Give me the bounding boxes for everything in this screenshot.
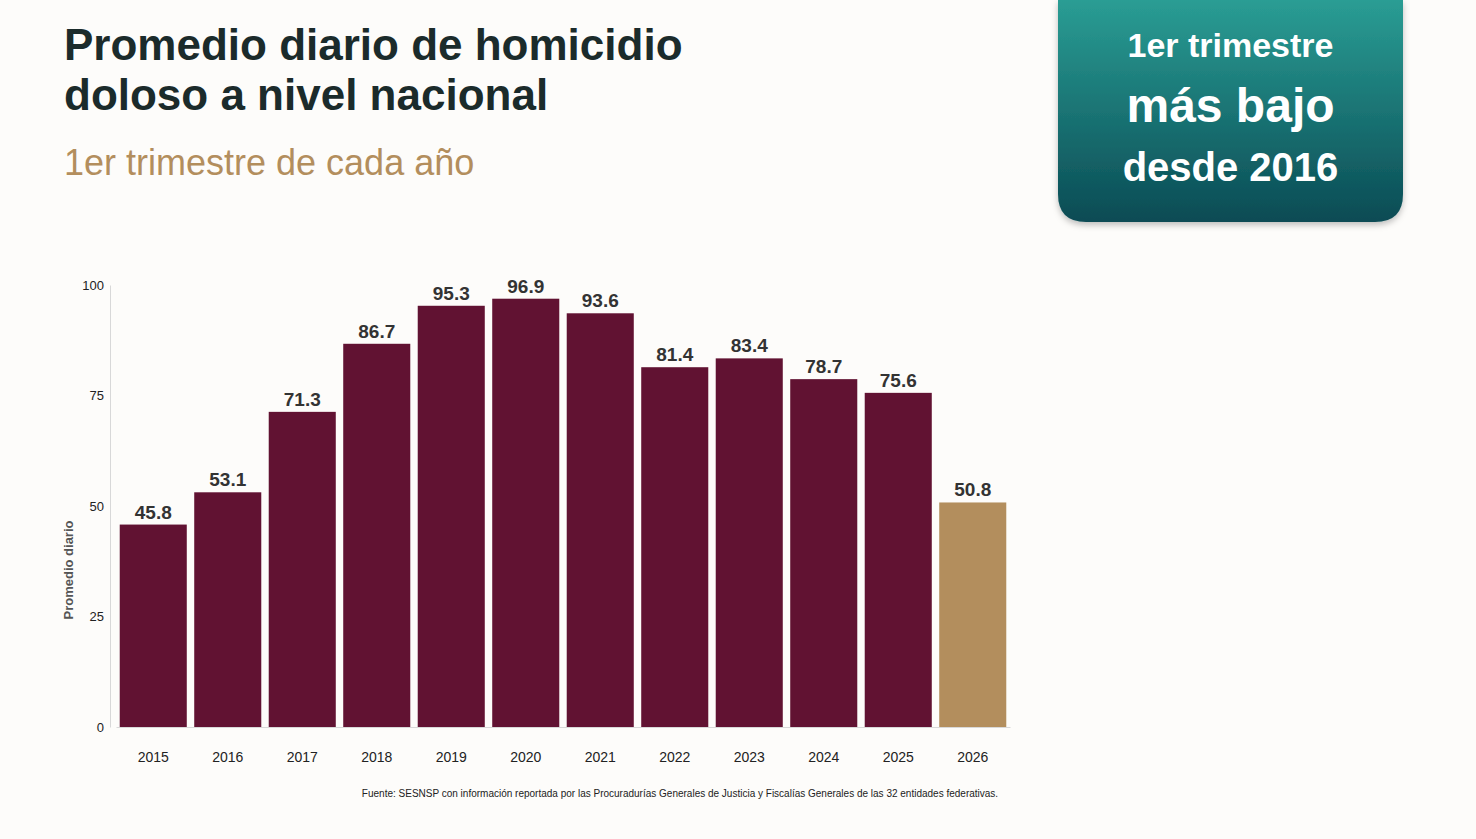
y-tick-label: 100 [82, 278, 104, 293]
y-tick: 25 [90, 609, 110, 624]
x-tick-label: 2018 [361, 749, 392, 765]
bar [120, 525, 187, 727]
data-label: 81.4 [656, 344, 693, 365]
data-label: 96.9 [507, 276, 544, 297]
data-labels: 45.8 53.1 71.3 86.7 95.3 96.9 93.6 81.4 83.4 78.7… [135, 276, 991, 523]
x-tick: 2026 [957, 727, 988, 765]
x-tick-label: 2026 [957, 749, 988, 765]
source-note: Fuente: SESNSP con información reportada… [362, 788, 998, 799]
x-tick: 2024 [808, 727, 839, 765]
x-tick: 2023 [734, 727, 765, 765]
bar [641, 367, 708, 727]
data-label: 86.7 [358, 321, 395, 342]
badge: 1er trimestre más bajo desde 2016 [1058, 0, 1403, 222]
y-tick-label: 75 [90, 388, 104, 403]
y-tick: 75 [90, 388, 110, 403]
x-tick-label: 2021 [585, 749, 616, 765]
x-tick-label: 2015 [138, 749, 169, 765]
data-label: 50.8 [954, 479, 991, 500]
subtitle: 1er trimestre de cada año [64, 142, 474, 183]
y-tick-label: 25 [90, 609, 104, 624]
x-tick: 2018 [361, 727, 392, 765]
y-tick: 100 [82, 278, 110, 293]
data-label: 75.6 [880, 370, 917, 391]
data-label: 53.1 [209, 469, 246, 490]
x-tick: 2019 [436, 727, 467, 765]
bar [418, 306, 485, 727]
y-tick-label: 50 [90, 499, 104, 514]
bar [269, 412, 336, 727]
title: Promedio diario de homicidiodoloso a niv… [64, 20, 683, 119]
x-tick-label: 2022 [659, 749, 690, 765]
data-label: 78.7 [805, 356, 842, 377]
y-tick: 50 [90, 499, 110, 514]
data-label: 93.6 [582, 290, 619, 311]
x-tick: 2016 [212, 727, 243, 765]
badge-box [1058, 0, 1403, 222]
x-tick: 2015 [138, 727, 169, 765]
x-axis: 2015 2016 2017 2018 2019 2020 2021 2022 2023 2024… [117, 727, 1011, 765]
bar [939, 502, 1006, 727]
x-tick-label: 2020 [510, 749, 541, 765]
bar [865, 393, 932, 727]
y-axis-title: Promedio diario [61, 520, 76, 619]
data-label: 71.3 [284, 389, 321, 410]
y-tick: 0 [97, 720, 110, 735]
x-tick: 2020 [510, 727, 541, 765]
x-tick-label: 2024 [808, 749, 839, 765]
badge-text: desde 2016 [1123, 145, 1339, 189]
bar [567, 313, 634, 727]
x-tick-label: 2023 [734, 749, 765, 765]
x-axis-line [117, 727, 1011, 728]
bar [716, 358, 783, 727]
bar [492, 299, 559, 727]
x-tick: 2022 [659, 727, 690, 765]
title-line: doloso a nivel nacional [64, 70, 548, 119]
x-tick-label: 2016 [212, 749, 243, 765]
y-axis-line [110, 286, 111, 728]
x-tick: 2025 [883, 727, 914, 765]
x-tick-label: 2017 [287, 749, 318, 765]
bar [194, 492, 261, 727]
badge-text: más bajo [1126, 79, 1334, 132]
x-tick: 2017 [287, 727, 318, 765]
x-tick: 2021 [585, 727, 616, 765]
x-tick-label: 2019 [436, 749, 467, 765]
bars [120, 299, 1007, 727]
data-label: 45.8 [135, 502, 172, 523]
x-tick-label: 2025 [883, 749, 914, 765]
bar [343, 344, 410, 727]
badge-text: 1er trimestre [1127, 26, 1333, 64]
y-axis: 0 25 50 75 100 [82, 278, 110, 735]
title-line: Promedio diario de homicidio [64, 20, 683, 69]
bar [790, 379, 857, 727]
data-label: 95.3 [433, 283, 470, 304]
data-label: 83.4 [731, 335, 768, 356]
y-tick-label: 0 [97, 720, 104, 735]
chart: Promedio diario de homicidiodoloso a niv… [0, 0, 1476, 839]
